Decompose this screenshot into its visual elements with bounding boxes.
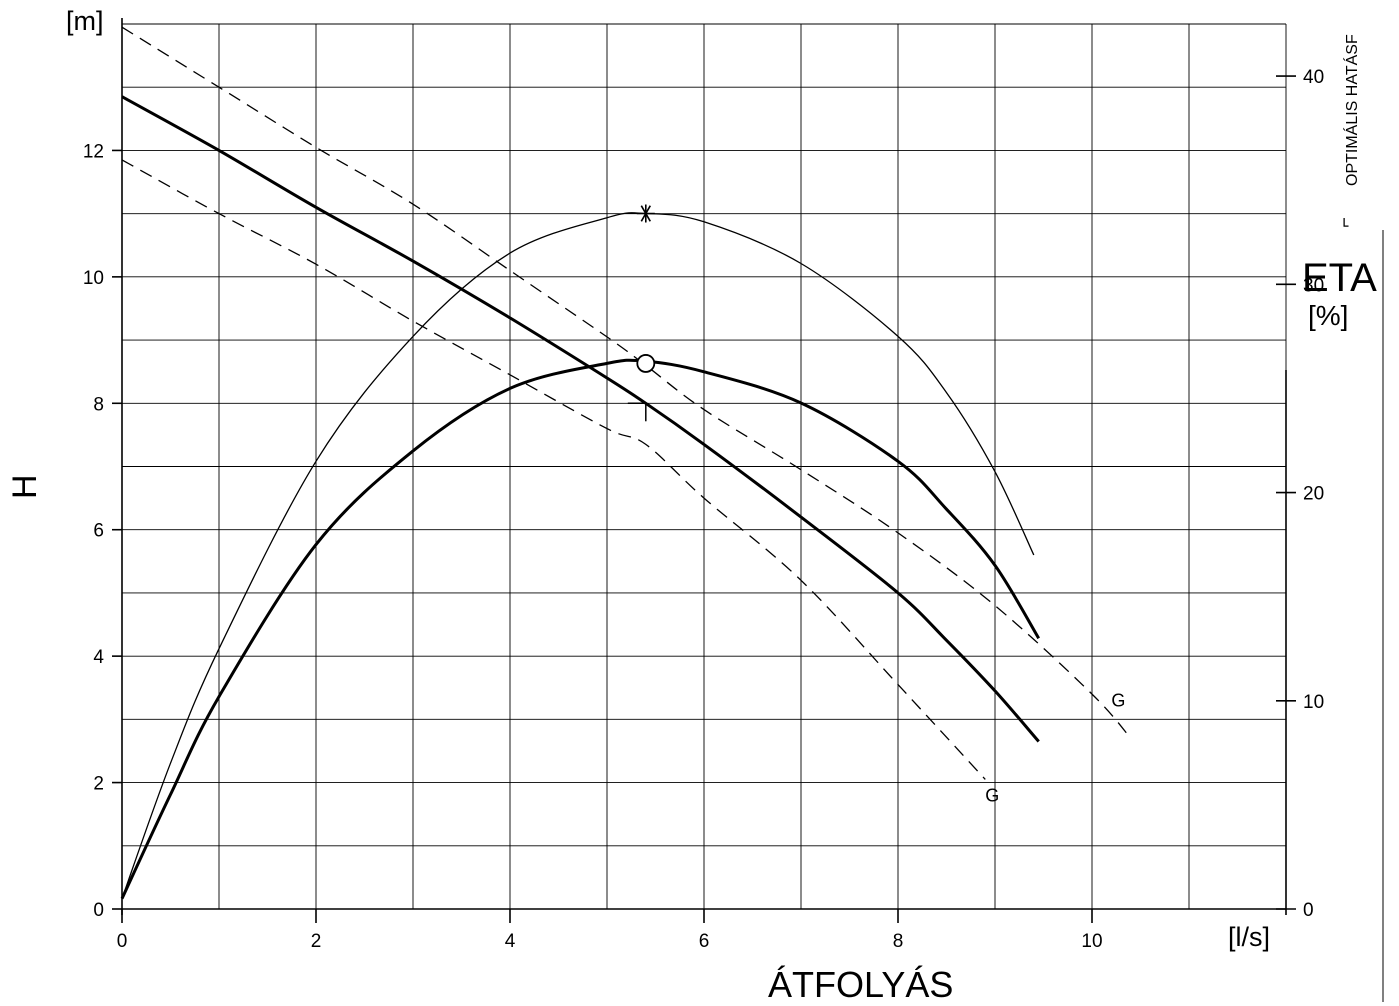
y-tick-label: 8: [93, 394, 104, 415]
curve-dashed-3: [121, 159, 986, 780]
side-note-marker: ⌐: [1333, 217, 1354, 228]
side-note: OPTIMÁLIS HATÁSF: [1344, 34, 1361, 186]
y-tick-label: 4: [93, 647, 104, 668]
y-tick-label: 6: [93, 521, 104, 542]
x-axis-unit: [l/s]: [1228, 922, 1271, 952]
y2-tick-label: 0: [1303, 900, 1314, 921]
curves: [120, 26, 1132, 900]
curve-dashed-2: [121, 26, 1132, 739]
ticks: 0 2 4 6 8 10 0 2 4 6 8 10 12 0 10 20 30 40: [83, 67, 1324, 952]
x-tick-label: 6: [699, 931, 710, 952]
optimum-circle-marker: [636, 354, 656, 373]
axes: [121, 18, 1384, 1002]
optimum-asterisk-marker: [636, 204, 655, 223]
x-axis-label: ÁTFOLYÁS: [768, 964, 954, 1005]
x-tick-label: 2: [311, 931, 322, 952]
x-tick-label: 0: [117, 931, 128, 952]
curve-thick-1: [121, 95, 1040, 743]
y2-axis-label: ETA: [1302, 256, 1377, 300]
x-tick-label: 10: [1081, 931, 1102, 952]
x-tick-label: 4: [505, 931, 516, 952]
y2-tick-label: 40: [1303, 67, 1324, 88]
side-note-container: OPTIMÁLIS HATÁSF: [1326, 0, 1362, 240]
annotations: GG: [985, 691, 1125, 806]
y2-axis-unit: [%]: [1308, 300, 1349, 331]
curve-thin-4: [121, 212, 1035, 899]
y2-tick-label: 10: [1303, 692, 1324, 713]
y-tick-label: 0: [93, 900, 104, 921]
y-tick-label: 10: [83, 268, 104, 289]
curve-thick-5: [120, 358, 1040, 900]
curve-annotation: G: [1111, 691, 1125, 711]
grid: [121, 23, 1287, 910]
y-axis-label: H: [6, 474, 44, 499]
y2-tick-label: 30: [1303, 275, 1324, 296]
optimum-tee-marker: [627, 402, 647, 422]
y2-tick-label: 20: [1303, 484, 1324, 505]
y-tick-label: 12: [83, 141, 104, 162]
y-axis-unit: [m]: [66, 6, 104, 36]
y-tick-label: 2: [93, 774, 104, 795]
x-tick-label: 8: [893, 931, 904, 952]
curve-annotation: G: [985, 786, 999, 806]
markers: [627, 204, 656, 422]
